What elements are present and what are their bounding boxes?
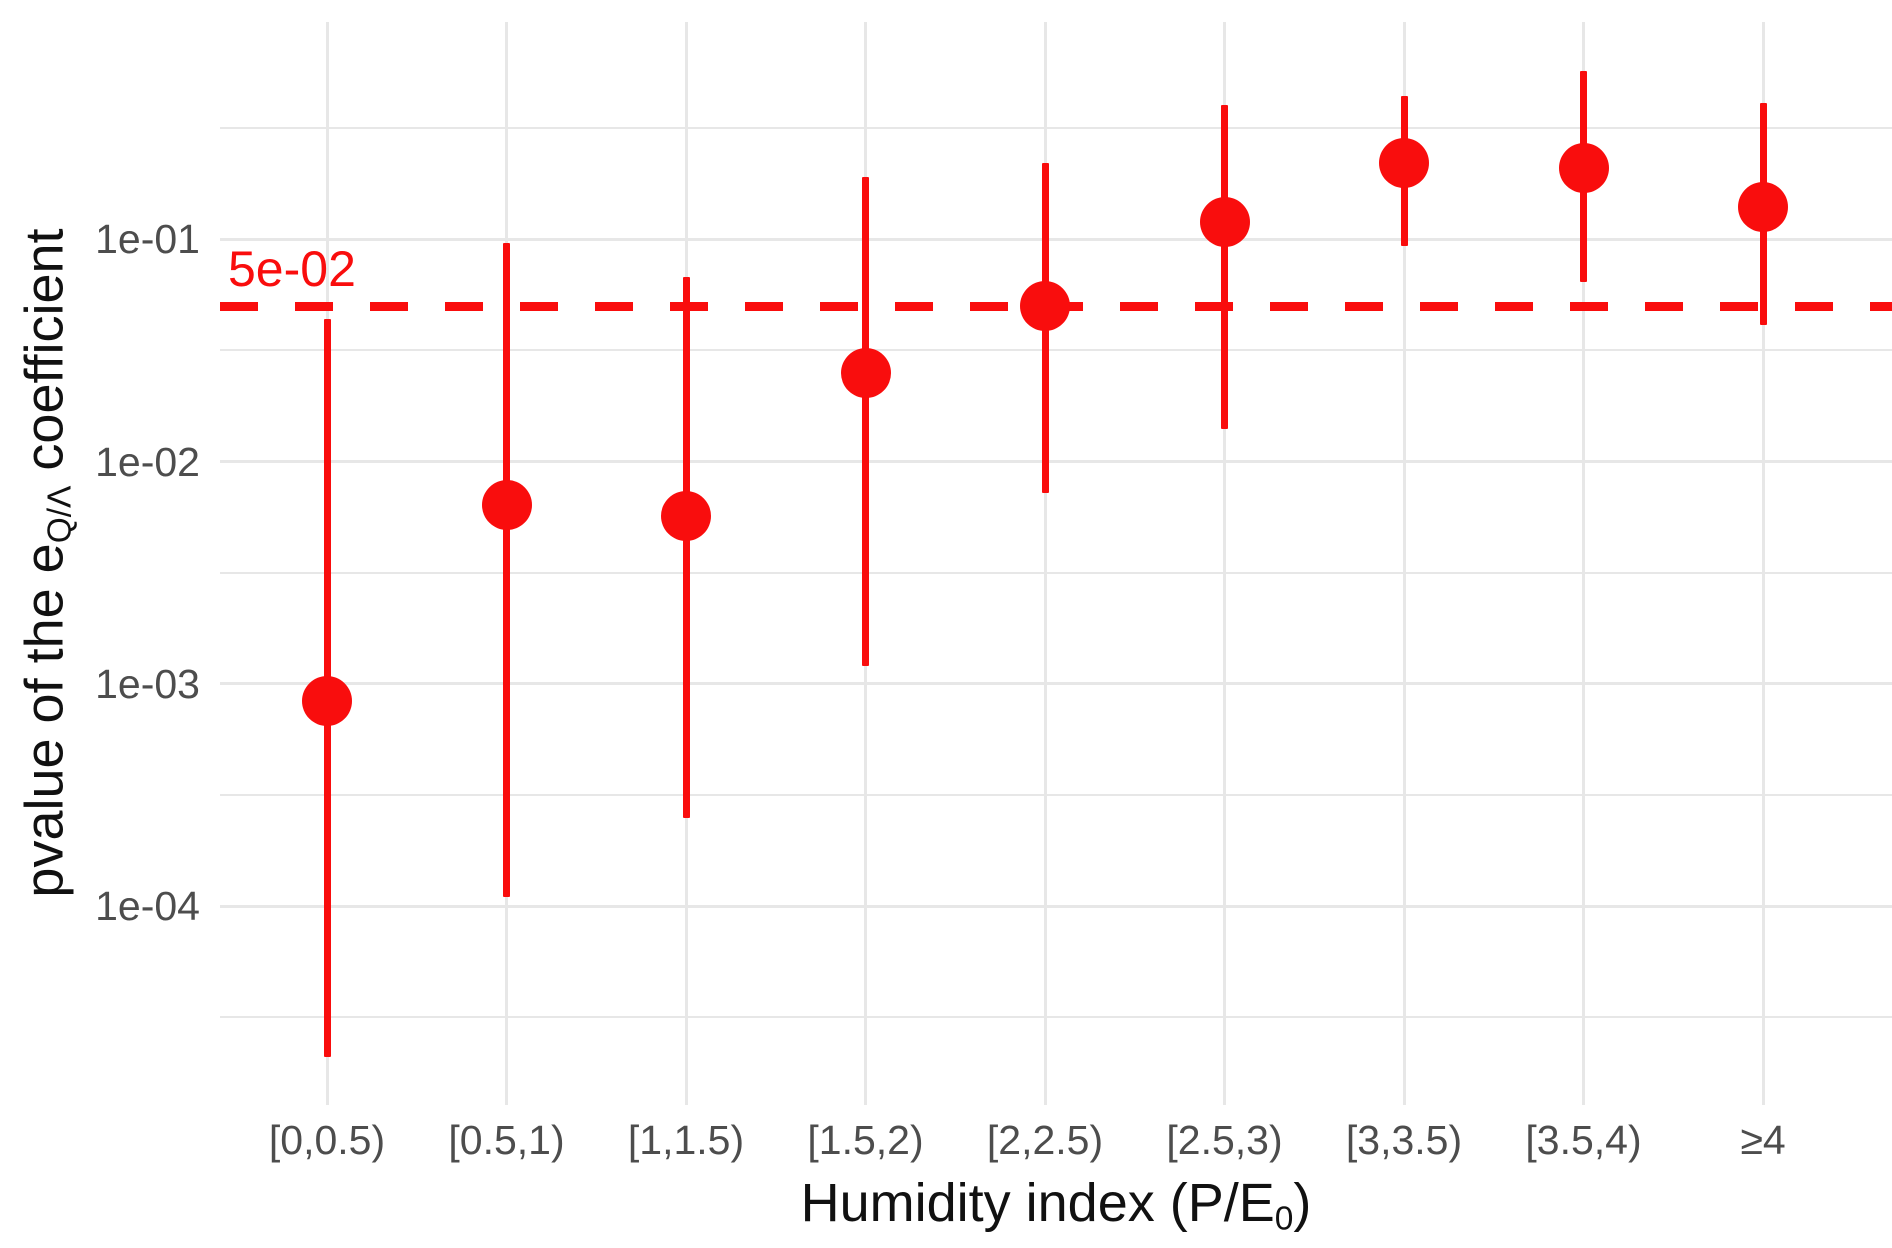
x-tick-label: [0.5,1) [448, 1117, 565, 1163]
gridline-vertical [1761, 22, 1765, 1105]
x-tick-label: [1.5,2) [807, 1117, 924, 1163]
x-axis-title-text: Humidity index (P/E [800, 1173, 1275, 1233]
data-point [1199, 196, 1250, 247]
x-tick-label: [2.5,3) [1166, 1117, 1283, 1163]
y-tick-label: 1e-01 [95, 216, 200, 263]
gridline-minor [220, 794, 1892, 797]
x-tick-label: [3,3.5) [1345, 1117, 1463, 1163]
data-point [1558, 142, 1609, 193]
data-point [661, 490, 711, 541]
threshold-label: 5e-02 [228, 241, 356, 297]
gridline-vertical [1402, 22, 1406, 1105]
y-tick-label: 1e-02 [95, 438, 200, 485]
x-tick-label: [2,2.5) [986, 1117, 1104, 1163]
y-tick-label: 1e-03 [95, 660, 200, 707]
plot-panel [220, 22, 1892, 1105]
x-axis-title-subscript: 0 [1274, 1200, 1294, 1238]
error-bar [862, 177, 869, 667]
x-axis-title-suffix: ) [1293, 1173, 1312, 1233]
y-axis-title-subscript: Q/Λ [41, 485, 79, 544]
y-tick-label: 1e-04 [95, 883, 200, 930]
gridline-major [220, 460, 1892, 464]
data-point [1020, 281, 1070, 332]
data-point [1738, 181, 1788, 232]
x-tick-label: [0,0.5) [268, 1117, 386, 1163]
gridline-vertical [1223, 22, 1226, 1105]
y-axis-title: pvalue of the eQ/Λ coefficient [14, 228, 78, 898]
gridline-minor [220, 1016, 1892, 1019]
error-bar [682, 276, 690, 818]
data-point [302, 675, 352, 726]
y-axis-title-text: pvalue of the e [14, 543, 75, 898]
gridline-vertical [1582, 22, 1585, 1105]
gridline-major [220, 237, 1892, 241]
x-tick-label: ≥4 [1740, 1117, 1786, 1163]
x-tick-label: [3.5,4) [1525, 1117, 1642, 1163]
gridline-minor [220, 127, 1892, 130]
gridline-minor [220, 349, 1892, 352]
gridline-major [220, 904, 1892, 908]
x-axis-title: Humidity index (P/E0) [220, 1173, 1892, 1235]
error-bar [1221, 105, 1228, 430]
gridline-vertical [1043, 22, 1047, 1105]
data-point [481, 479, 532, 530]
gridline-minor [220, 571, 1892, 574]
error-bar [503, 243, 510, 897]
data-point [1379, 138, 1429, 189]
gridline-major [220, 682, 1892, 686]
x-tick-label: [1,1.5) [627, 1117, 745, 1163]
data-point [840, 348, 891, 399]
